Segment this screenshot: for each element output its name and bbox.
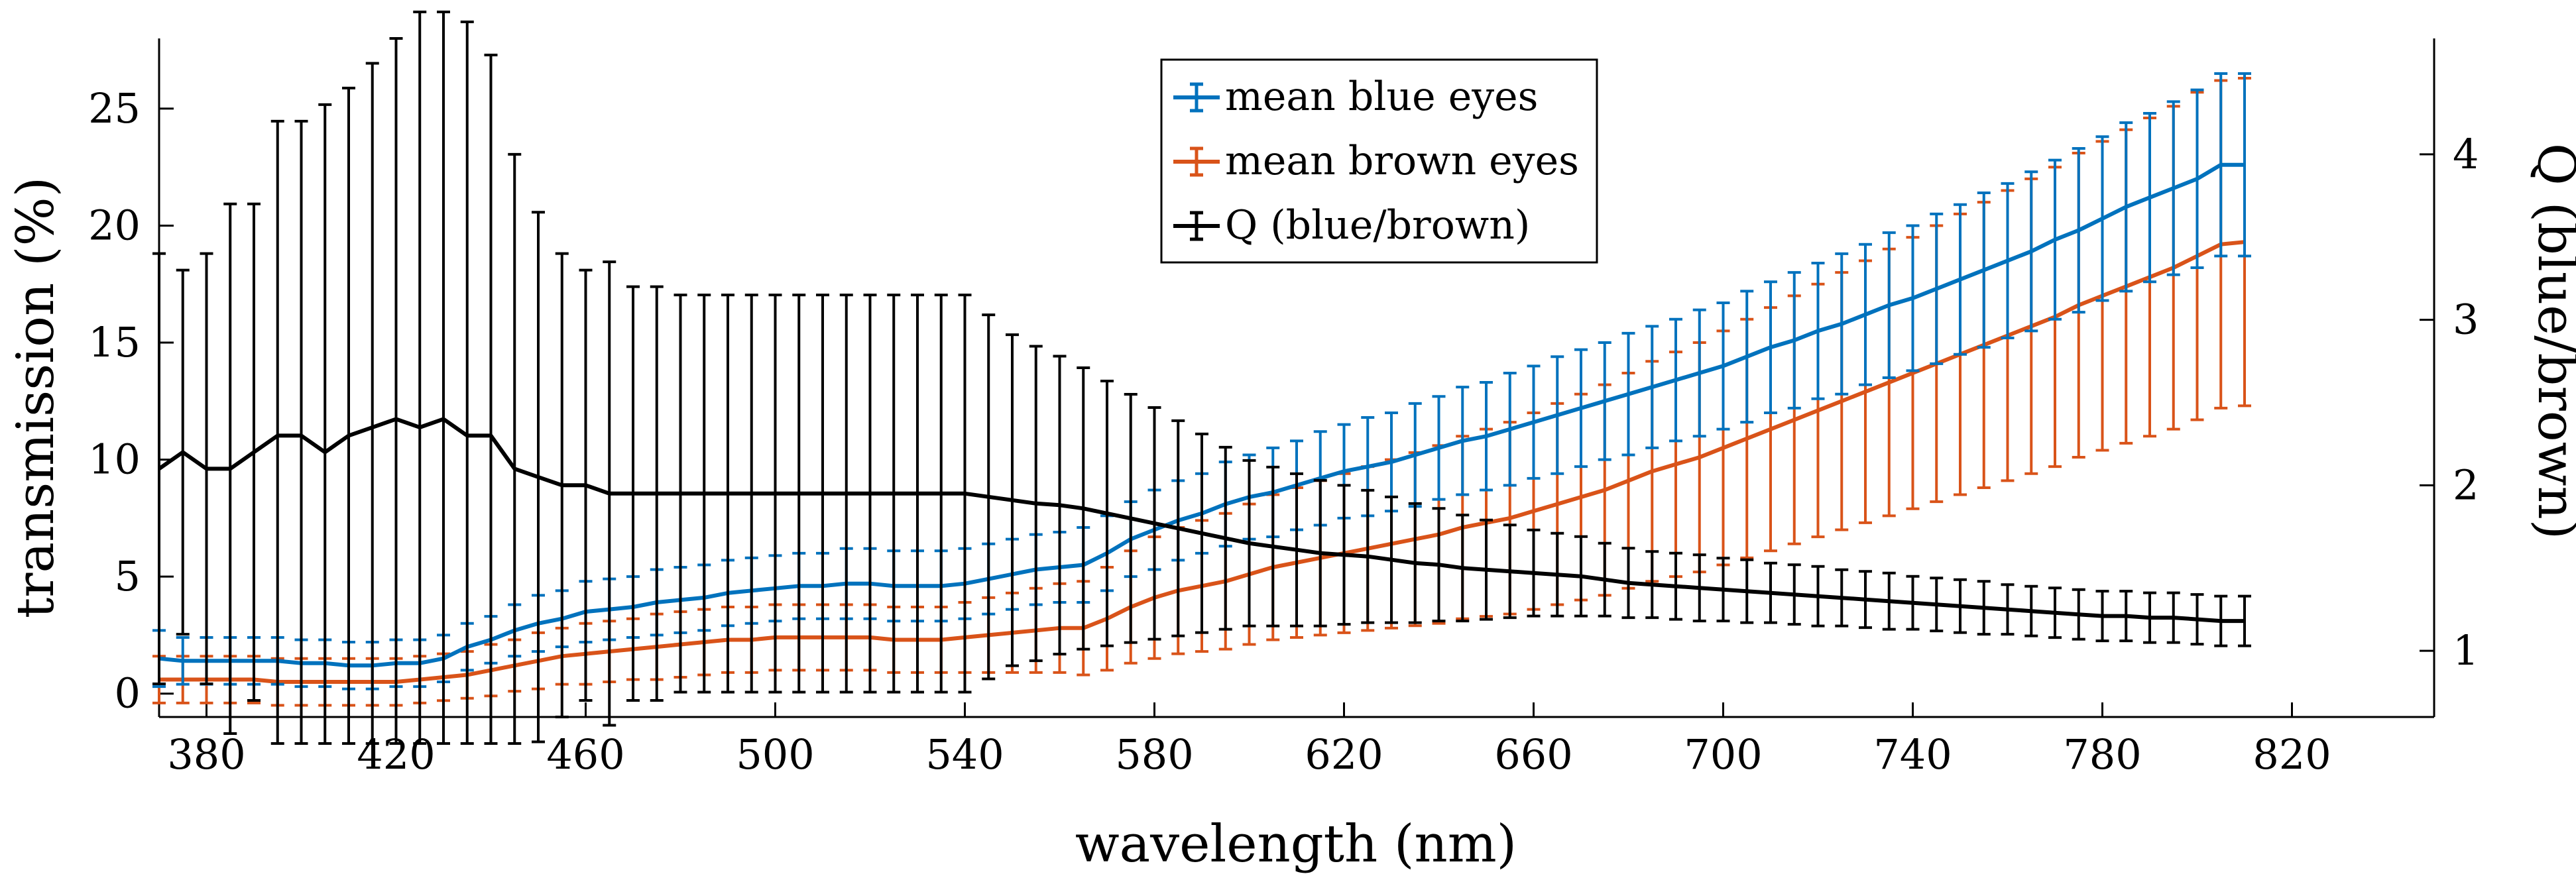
y-axis-left-title: transmission (%) xyxy=(6,177,66,618)
x-tick-label: 580 xyxy=(1115,730,1193,779)
x-tick-label: 380 xyxy=(167,730,245,779)
x-tick-label: 620 xyxy=(1305,730,1383,779)
x-tick-label: 740 xyxy=(1873,730,1952,779)
legend-label-blue: mean blue eyes xyxy=(1225,74,1538,120)
series-q-blue-brown xyxy=(152,11,2251,745)
legend-label-q: Q (blue/brown) xyxy=(1225,202,1530,248)
legend-entry-brown: mean brown eyes xyxy=(1173,138,1579,184)
y-right-tick-label: 2 xyxy=(2453,461,2479,509)
legend-box xyxy=(1160,58,1598,264)
legend-label-brown: mean brown eyes xyxy=(1225,138,1579,184)
legend: mean blue eyes mean brown eyes Q (blue/b… xyxy=(1160,58,1598,264)
x-tick-label: 460 xyxy=(546,730,624,779)
series-layer xyxy=(152,11,2251,745)
y-left-tick-label: 20 xyxy=(88,201,141,249)
y-left-tick-label: 5 xyxy=(115,552,141,600)
y-left-tick-label: 0 xyxy=(115,669,141,718)
legend-entry-q: Q (blue/brown) xyxy=(1173,202,1530,248)
legend-entry-blue: mean blue eyes xyxy=(1173,74,1538,120)
x-tick-label: 820 xyxy=(2253,730,2331,779)
series-line xyxy=(158,417,2245,624)
x-tick-label: 780 xyxy=(2063,730,2141,779)
y-right-tick-label: 4 xyxy=(2453,130,2479,178)
x-tick-label: 540 xyxy=(925,730,1004,779)
x-axis-title: wavelength (nm) xyxy=(1075,814,1517,874)
y-left-tick-label: 15 xyxy=(88,318,141,366)
y-left-tick-label: 25 xyxy=(88,84,141,133)
y-axis-right-title: Q (blue/brown) xyxy=(2526,143,2576,539)
y-left-tick-label: 10 xyxy=(88,435,141,484)
x-tick-label: 500 xyxy=(736,730,814,779)
y-right-tick-label: 3 xyxy=(2453,296,2479,344)
x-tick-label: 700 xyxy=(1684,730,1762,779)
axes: 380 420 460 500 540 580 620 660 700 740 780 8200510… xyxy=(88,38,2479,779)
y-right-tick-label: 1 xyxy=(2453,626,2479,675)
x-tick-label: 660 xyxy=(1494,730,1572,779)
